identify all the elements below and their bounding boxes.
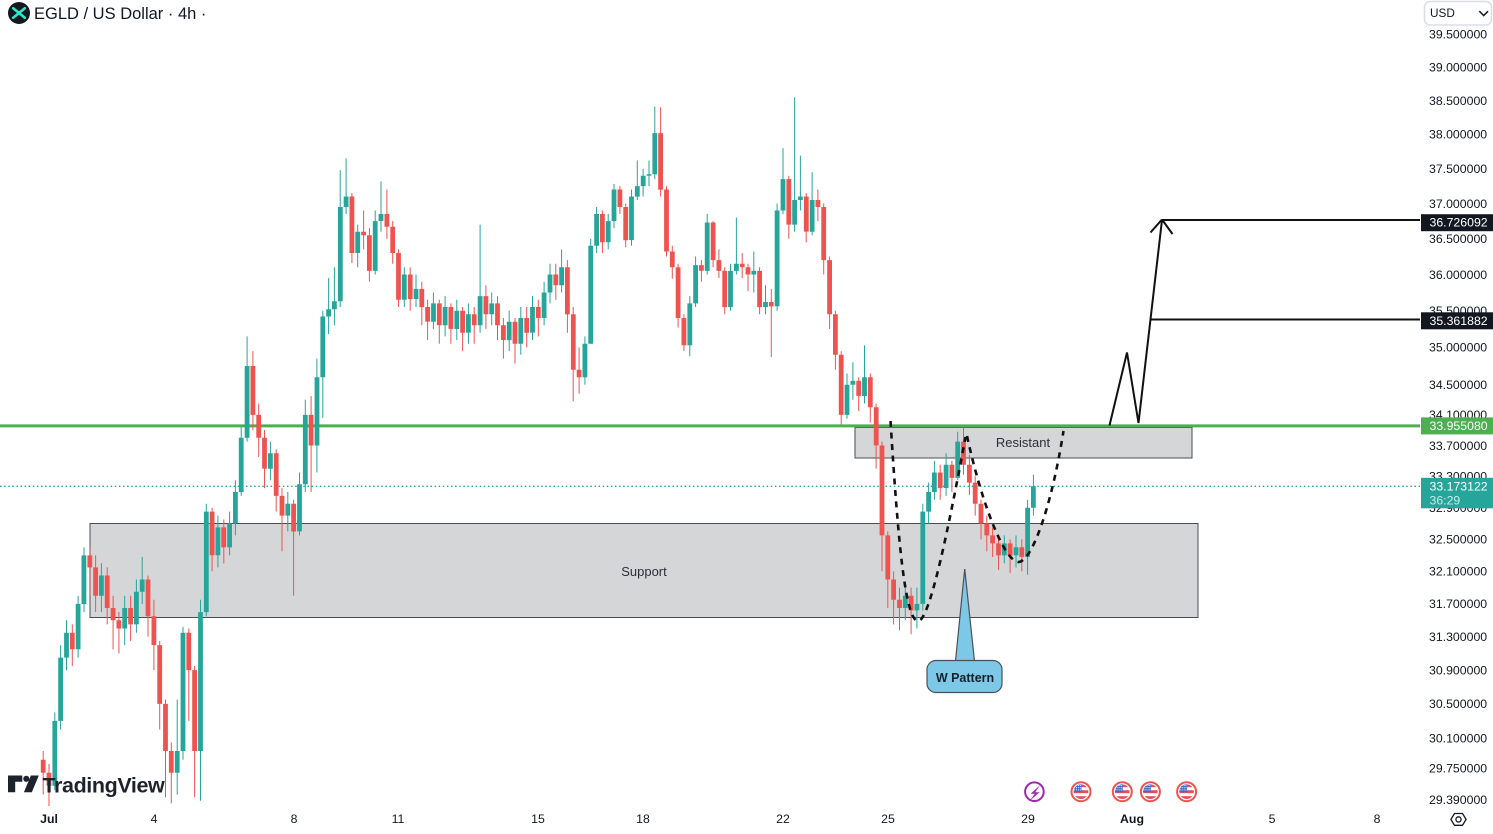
svg-text:33.700000: 33.700000	[1429, 439, 1487, 453]
svg-text:33.955080: 33.955080	[1430, 419, 1488, 433]
svg-text:30.100000: 30.100000	[1429, 731, 1487, 745]
svg-text:30.900000: 30.900000	[1429, 663, 1487, 677]
svg-text:36.000000: 36.000000	[1429, 268, 1487, 282]
svg-text:Jul: Jul	[40, 812, 58, 826]
svg-text:38.500000: 38.500000	[1429, 94, 1487, 108]
svg-text:15: 15	[531, 812, 545, 826]
svg-text:38.000000: 38.000000	[1429, 128, 1487, 142]
svg-text:30.500000: 30.500000	[1429, 697, 1487, 711]
svg-text:39.000000: 39.000000	[1429, 61, 1487, 75]
svg-text:8: 8	[291, 812, 298, 826]
svg-text:TradingView: TradingView	[43, 774, 166, 798]
svg-text:36:29: 36:29	[1430, 493, 1461, 507]
svg-text:18: 18	[636, 812, 650, 826]
svg-text:36.726092: 36.726092	[1430, 216, 1488, 230]
svg-text:36.500000: 36.500000	[1429, 232, 1487, 246]
svg-text:33.173122: 33.173122	[1430, 479, 1488, 493]
svg-text:34.500000: 34.500000	[1429, 378, 1487, 392]
svg-text:31.300000: 31.300000	[1429, 630, 1487, 644]
svg-text:31.700000: 31.700000	[1429, 597, 1487, 611]
svg-text:EGLD / US Dollar · 4h ·: EGLD / US Dollar · 4h ·	[34, 5, 206, 23]
svg-text:W Pattern: W Pattern	[936, 671, 994, 685]
svg-text:25: 25	[881, 812, 895, 826]
svg-text:Support: Support	[621, 564, 667, 579]
svg-text:22: 22	[776, 812, 790, 826]
svg-text:11: 11	[392, 812, 405, 826]
svg-text:32.500000: 32.500000	[1429, 533, 1487, 547]
svg-text:Aug: Aug	[1120, 812, 1144, 826]
svg-text:39.500000: 39.500000	[1429, 28, 1487, 42]
svg-text:USD: USD	[1430, 6, 1455, 20]
svg-text:29: 29	[1021, 812, 1035, 826]
svg-text:8: 8	[1374, 812, 1381, 826]
svg-text:29.750000: 29.750000	[1429, 762, 1487, 776]
svg-text:32.100000: 32.100000	[1429, 565, 1487, 579]
svg-text:37.500000: 37.500000	[1429, 162, 1487, 176]
svg-text:35.000000: 35.000000	[1429, 341, 1487, 355]
svg-text:5: 5	[1269, 812, 1276, 826]
svg-text:29.390000: 29.390000	[1429, 793, 1487, 807]
svg-text:Resistant: Resistant	[996, 435, 1051, 450]
svg-text:37.000000: 37.000000	[1429, 197, 1487, 211]
svg-text:35.361882: 35.361882	[1430, 314, 1488, 328]
svg-text:4: 4	[151, 812, 158, 826]
